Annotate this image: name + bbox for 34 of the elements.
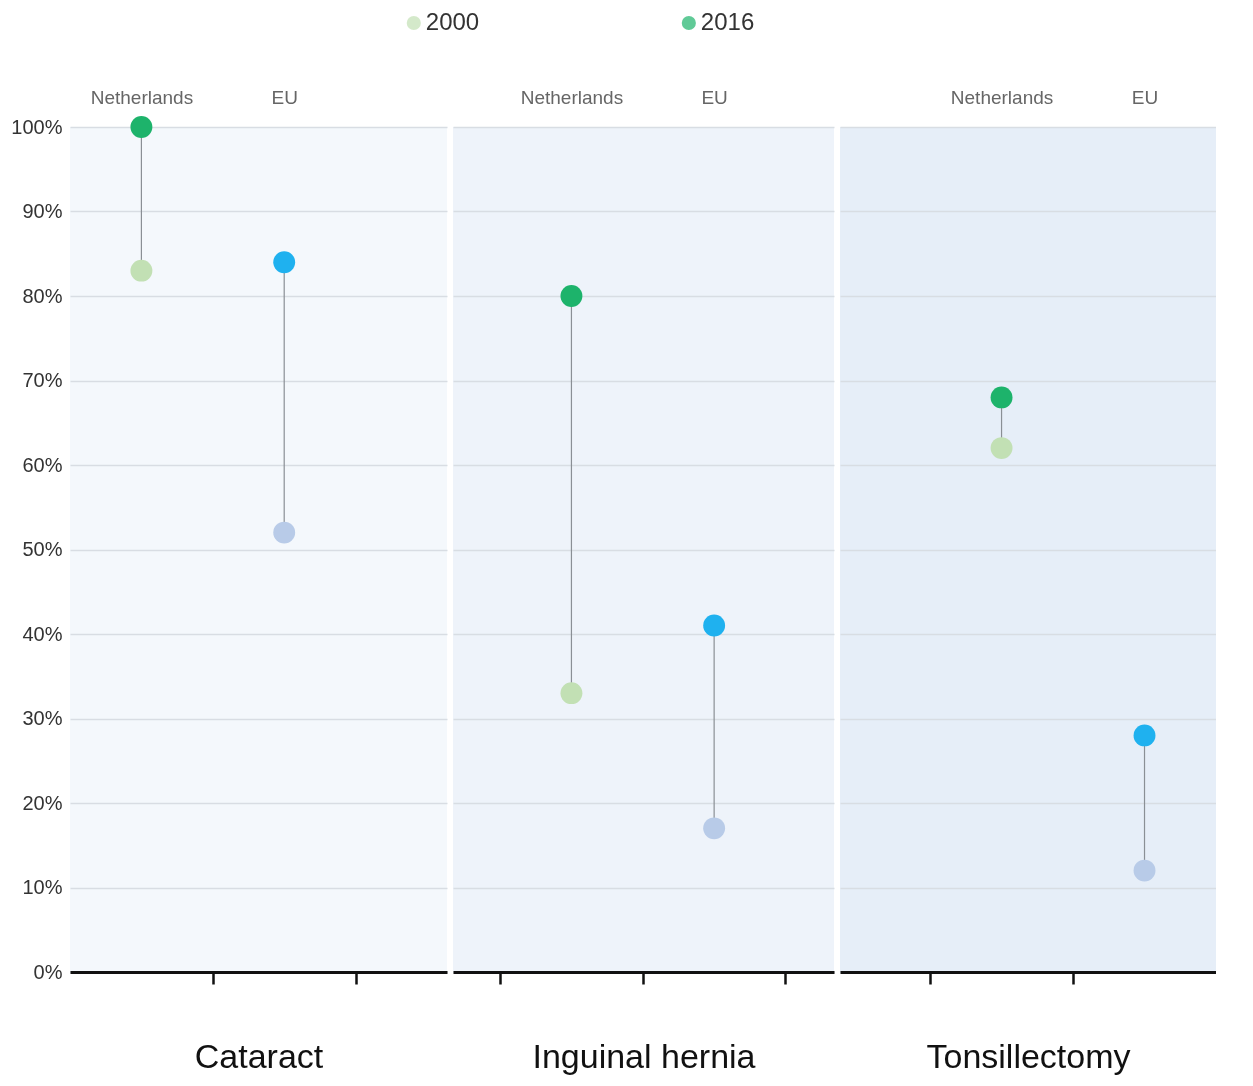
y-tick-label: 90% — [22, 200, 63, 222]
point — [273, 251, 296, 274]
x-tick-label: EU — [1131, 86, 1159, 108]
point — [560, 285, 583, 307]
point — [1133, 724, 1156, 747]
point — [273, 521, 296, 544]
y-tick-label: 100% — [11, 115, 63, 138]
legend-label: 2016 — [700, 8, 755, 35]
x-tick-label: Netherlands — [90, 86, 194, 108]
point — [560, 682, 583, 705]
x-axis-title: Tonsillectomy — [926, 1036, 1131, 1075]
point — [1133, 859, 1156, 882]
y-tick-label: 20% — [22, 791, 63, 814]
point — [990, 386, 1013, 409]
point — [130, 116, 153, 138]
point — [990, 437, 1013, 460]
y-tick-label: 80% — [22, 284, 63, 307]
point — [703, 817, 726, 840]
y-tick-label: 50% — [22, 538, 63, 560]
x-tick-label: EU — [271, 86, 298, 108]
x-axis-title: Inguinal hernia — [532, 1036, 756, 1075]
x-tick-label: EU — [701, 86, 728, 108]
y-tick-label: 40% — [22, 622, 63, 645]
y-tick-label: 30% — [22, 707, 63, 729]
x-axis-title: Cataract — [194, 1036, 324, 1075]
x-tick-label: Netherlands — [520, 86, 624, 108]
y-tick-label: 70% — [22, 369, 63, 391]
x-tick-label: Netherlands — [950, 86, 1054, 108]
legend-label: 2000 — [425, 8, 480, 35]
y-tick-label: 0% — [33, 960, 63, 983]
point — [130, 259, 153, 282]
point — [703, 614, 726, 637]
y-tick-label: 10% — [22, 876, 63, 898]
y-tick-label: 60% — [22, 453, 63, 476]
